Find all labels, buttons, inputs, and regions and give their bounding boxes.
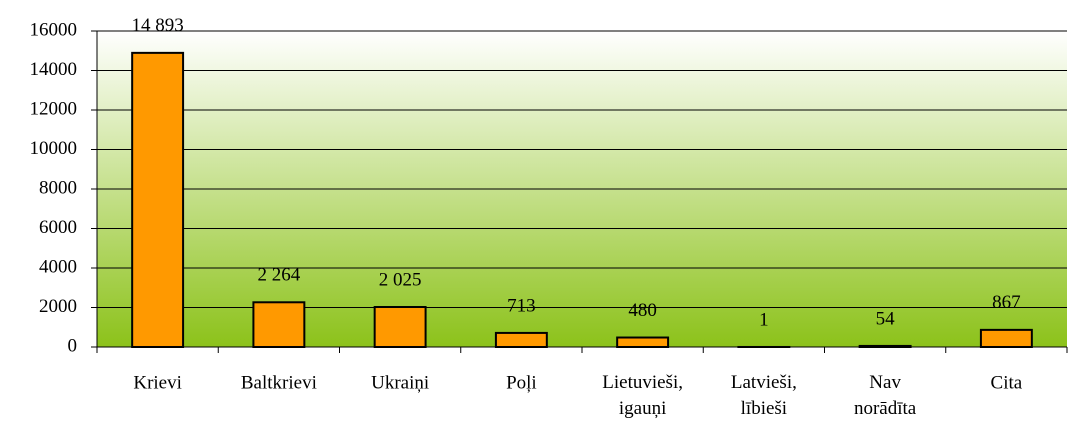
x-tick-label: Poļi	[506, 372, 537, 393]
y-tick-label: 16000	[30, 19, 78, 40]
value-label: 2 264	[258, 265, 301, 286]
x-tick-label: Lietuvieši, igauņi	[602, 372, 683, 419]
bar	[858, 344, 912, 349]
x-tick-label: Latvieši, lībieši	[731, 372, 797, 419]
y-tick-label: 8000	[39, 177, 77, 198]
y-tick-label: 4000	[39, 256, 77, 277]
bar	[131, 51, 185, 348]
bar	[252, 301, 306, 349]
value-label: 14 893	[132, 15, 184, 36]
value-label: 713	[507, 295, 536, 316]
value-label: 867	[992, 292, 1021, 313]
value-label: 480	[628, 300, 657, 321]
bar	[494, 331, 548, 348]
x-tick-label: Ukraiņi	[371, 372, 429, 393]
x-tick-label: Krievi	[133, 372, 182, 393]
value-label: 2 025	[379, 269, 422, 290]
y-tick-label: 6000	[39, 217, 77, 238]
y-tick-label: 12000	[30, 98, 78, 119]
y-tick-label: 14000	[30, 59, 78, 80]
value-label: 1	[759, 309, 769, 330]
bar	[616, 336, 670, 348]
x-tick-label: Cita	[991, 372, 1023, 393]
y-tick-label: 10000	[30, 138, 78, 159]
x-tick-label: Baltkrievi	[241, 372, 317, 393]
y-tick-label: 0	[68, 335, 78, 356]
bar	[373, 306, 427, 349]
y-tick-label: 2000	[39, 296, 77, 317]
bar	[979, 328, 1033, 348]
value-label: 54	[876, 308, 896, 329]
x-tick-label: Nav norādīta	[854, 372, 917, 419]
